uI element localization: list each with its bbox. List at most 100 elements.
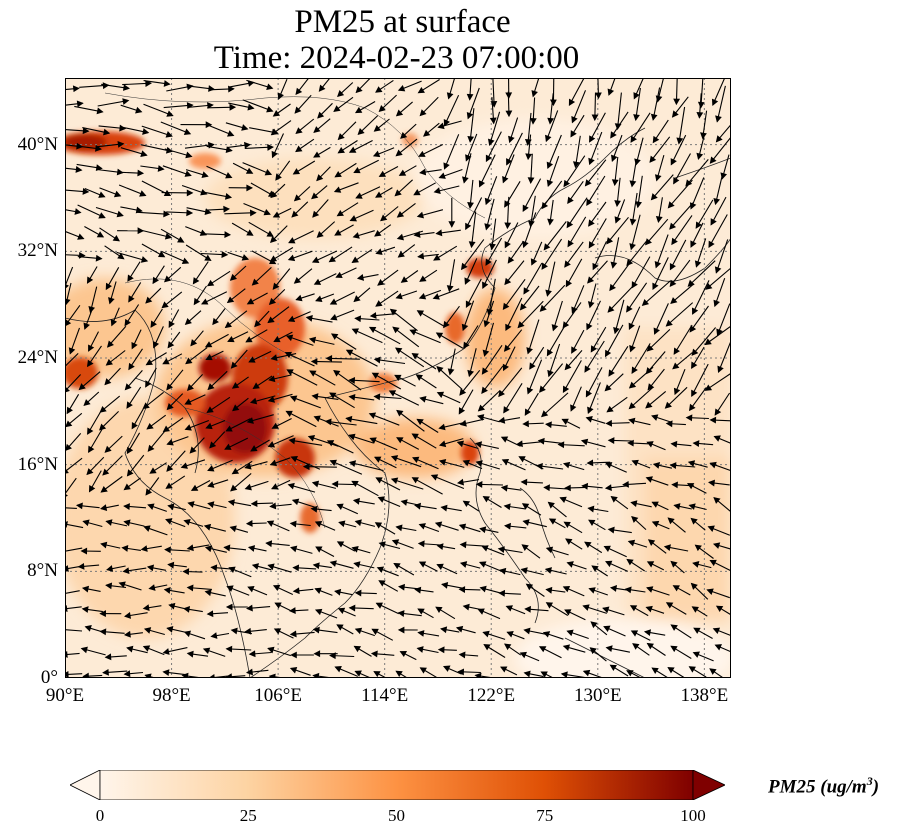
wind-arrow: [505, 605, 526, 615]
wind-arrow: [224, 209, 257, 217]
wind-arrow: [205, 123, 235, 137]
wind-arrow: [284, 351, 315, 367]
wind-arrow: [141, 243, 166, 258]
wind-arrow: [269, 502, 292, 510]
wind-arrow: [631, 459, 651, 469]
wind-arrow: [307, 434, 339, 447]
wind-arrow: [142, 391, 164, 410]
wind-arrow: [120, 147, 148, 157]
wind-arrow: [645, 476, 669, 486]
wind-arrow: [152, 265, 165, 285]
wind-arrow: [643, 629, 666, 636]
colorbar-tick-label: 50: [388, 806, 405, 825]
wind-arrow: [629, 325, 641, 353]
wind-arrow: [706, 588, 730, 599]
wind-arrow: [655, 197, 663, 223]
wind-arrow: [336, 624, 354, 635]
wind-arrow: [206, 610, 229, 618]
wind-arrow: [631, 343, 651, 374]
wind-arrow: [457, 668, 481, 676]
wind-arrow: [443, 94, 460, 127]
wind-arrow: [118, 169, 145, 177]
wind-arrow: [587, 505, 609, 513]
wind-arrow: [369, 312, 397, 319]
wind-arrow: [438, 459, 465, 468]
wind-arrow: [523, 262, 543, 295]
wind-arrow: [329, 560, 354, 569]
wind-arrow: [126, 454, 145, 477]
wind-arrow: [248, 350, 272, 363]
wind-arrow: [396, 409, 425, 432]
wind-arrow: [506, 132, 523, 166]
wind-arrow: [100, 541, 121, 549]
wind-arrow: [314, 608, 338, 619]
wind-arrow: [704, 325, 731, 346]
wind-arrow: [482, 630, 506, 640]
wind-arrow: [477, 608, 501, 620]
wind-arrow: [68, 327, 81, 355]
wind-arrow: [546, 326, 565, 357]
wind-arrow: [99, 227, 121, 242]
wind-arrow: [688, 503, 707, 511]
wind-arrow: [502, 154, 515, 184]
wind-arrow: [586, 175, 606, 207]
wind-arrow: [629, 192, 638, 226]
wind-arrow: [148, 584, 168, 591]
wind-arrow: [436, 543, 456, 551]
wind-arrow: [150, 308, 163, 328]
wind-arrow: [624, 586, 646, 594]
wind-arrow: [581, 482, 603, 490]
x-tick-label: 114°E: [361, 685, 409, 706]
wind-arrow: [562, 644, 586, 653]
wind-arrow: [626, 670, 643, 678]
wind-arrow: [254, 310, 270, 328]
wind-arrow: [337, 607, 356, 617]
wind-arrow: [395, 101, 413, 117]
wind-arrow: [345, 415, 378, 425]
wind-arrow: [468, 211, 477, 249]
wind-arrow: [440, 626, 460, 634]
wind-arrow: [375, 246, 396, 255]
wind-arrow: [433, 245, 458, 261]
x-tick-label: 138°E: [680, 685, 729, 706]
wind-arrow: [588, 587, 608, 596]
wind-arrow: [692, 440, 714, 447]
wind-arrow: [524, 605, 549, 613]
wind-arrow: [302, 463, 337, 471]
wind-arrow: [104, 245, 125, 260]
wind-arrow: [691, 327, 717, 356]
wind-arrow: [607, 78, 616, 96]
wind-arrow: [272, 268, 291, 290]
wind-arrow: [397, 610, 422, 617]
wind-arrow: [227, 141, 251, 149]
wind-arrow: [611, 134, 623, 163]
wind-arrow: [545, 586, 566, 594]
wind-arrow: [314, 587, 333, 596]
wind-arrow: [713, 497, 731, 513]
wind-arrow: [292, 160, 316, 175]
wind-arrow: [459, 561, 481, 569]
wind-arrow: [183, 518, 204, 527]
wind-arrow: [378, 166, 399, 177]
wind-arrow: [466, 78, 474, 101]
wind-arrow: [715, 85, 726, 123]
wind-arrow: [650, 87, 661, 121]
wind-arrow: [272, 207, 292, 218]
wind-arrow: [503, 643, 522, 656]
wind-arrow: [267, 306, 290, 324]
wind-arrow: [585, 416, 606, 424]
wind-arrow: [392, 326, 420, 348]
wind-arrow: [65, 230, 85, 240]
wind-arrow: [123, 630, 143, 638]
wind-arrow: [351, 248, 373, 263]
wind-arrow: [65, 412, 83, 428]
wind-arrow: [602, 606, 625, 616]
wind-arrow: [270, 183, 286, 199]
wind-arrow: [541, 238, 563, 270]
wind-arrow: [246, 668, 269, 676]
wind-arrow: [391, 539, 414, 549]
wind-arrow: [645, 390, 667, 409]
wind-arrow: [333, 96, 354, 112]
wind-arrow: [541, 180, 563, 210]
wind-arrow: [436, 391, 461, 404]
